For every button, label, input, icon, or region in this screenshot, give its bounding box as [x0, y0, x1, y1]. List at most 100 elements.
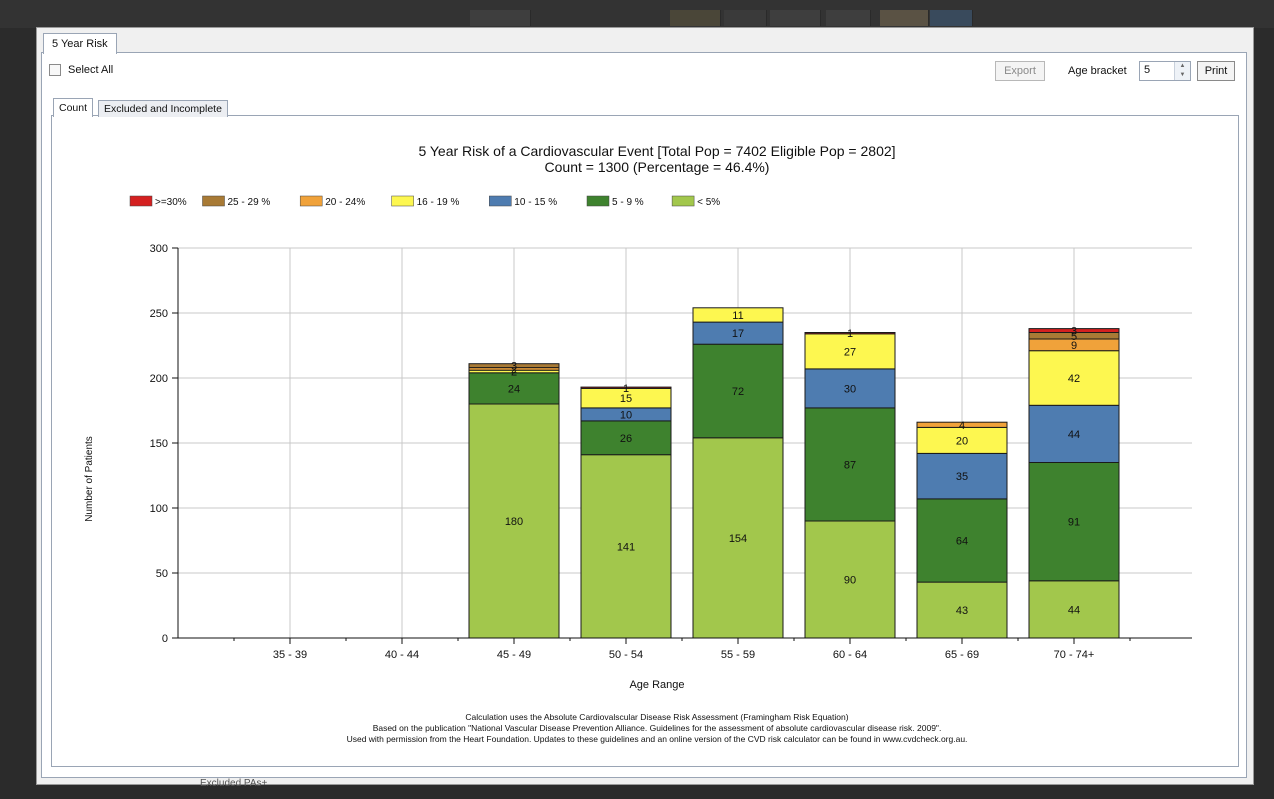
bar-segment	[1028, 350, 1120, 406]
age-bracket-stepper[interactable]: 5 ▲ ▼	[1139, 61, 1191, 81]
footnote-3: Used with permission from the Heart Foun…	[347, 734, 968, 744]
x-tick-label: 55 - 59	[721, 649, 755, 661]
x-tick-label: 50 - 54	[609, 649, 643, 661]
bar-segment	[468, 372, 560, 405]
y-tick-label: 200	[150, 373, 168, 385]
legend-swatch	[489, 195, 512, 207]
stacked-bar-chart: 5 Year Risk of a Cardiovascular Event [T…	[84, 143, 1192, 744]
bar-data-label: 44	[1068, 604, 1080, 616]
legend-entry: 10 - 15 %	[514, 197, 557, 208]
y-tick-label: 150	[150, 438, 168, 450]
bar-data-label: 26	[620, 433, 632, 445]
export-button[interactable]: Export	[995, 61, 1045, 81]
five-year-risk-window: 5 Year Risk Select All Export Age bracke…	[36, 27, 1254, 785]
footnote-2: Based on the publication "National Vascu…	[373, 723, 942, 733]
bar-data-label: 2	[511, 364, 517, 376]
chart-subtitle: Count = 1300 (Percentage = 46.4%)	[545, 159, 770, 175]
y-tick-label: 300	[150, 243, 168, 255]
bar-data-label: 1	[623, 383, 629, 395]
bar-data-label: 154	[729, 533, 747, 545]
bar-data-label: 17	[732, 328, 744, 340]
bar-data-label: 1	[847, 328, 853, 340]
bar-data-label: 20	[956, 435, 968, 447]
legend-swatch	[202, 195, 225, 207]
bar-segment	[1028, 404, 1120, 463]
legend-entry: 16 - 19 %	[417, 197, 460, 208]
y-tick-label: 0	[162, 633, 168, 645]
bar-data-label: 180	[505, 516, 523, 528]
chart-legend: >=30% 25 - 29 % 20 - 24% 16 - 19 % 10 - 15 %…	[129, 195, 720, 208]
legend-swatch	[671, 195, 695, 207]
chart-title: 5 Year Risk of a Cardiovascular Event [T…	[418, 143, 895, 159]
legend-entry: >=30%	[155, 197, 187, 208]
bar-data-label: 5	[1071, 331, 1077, 343]
tab-excluded-incomplete[interactable]: Excluded and Incomplete	[98, 100, 228, 117]
legend-entry: 25 - 29 %	[228, 197, 271, 208]
x-axis-label: Age Range	[629, 679, 684, 691]
bar-data-label: 24	[508, 383, 520, 395]
legend-swatch	[129, 195, 153, 207]
x-tick-label: 35 - 39	[273, 649, 307, 661]
select-all-checkbox[interactable]	[49, 64, 61, 76]
bar-segment	[804, 368, 896, 409]
bar-segment	[1028, 462, 1120, 582]
x-tick-label: 65 - 69	[945, 649, 979, 661]
bar-segment	[1028, 580, 1120, 639]
y-axis-label: Number of Patients	[84, 436, 95, 522]
bar-segment	[580, 386, 672, 389]
y-tick-label: 50	[156, 568, 168, 580]
bar-data-label: 15	[620, 393, 632, 405]
x-tick-label: 45 - 49	[497, 649, 531, 661]
bar-data-label: 141	[617, 541, 635, 553]
bar-data-label: 10	[620, 409, 632, 421]
background-window-strip	[0, 0, 1274, 28]
print-button[interactable]: Print	[1197, 61, 1235, 81]
legend-entry: < 5%	[697, 197, 720, 208]
bar-segment	[468, 363, 560, 369]
legend-entry: 20 - 24%	[325, 197, 365, 208]
bar-segment	[692, 307, 784, 323]
age-bracket-label: Age bracket	[1068, 65, 1127, 77]
footnote-1: Calculation uses the Absolute Cardiovals…	[465, 712, 848, 722]
bar-data-label: 3	[1071, 326, 1077, 338]
y-tick-label: 100	[150, 503, 168, 515]
background-text: Excluded PAs+	[200, 778, 268, 789]
tab-count[interactable]: Count	[53, 98, 94, 117]
legend-swatch	[391, 195, 414, 207]
legend-entry: 5 - 9 %	[612, 197, 644, 208]
bar-segment	[804, 407, 896, 522]
chart-bars: 1802422314126101511547217119087302714364…	[468, 307, 1120, 639]
chart-panel: 5 Year Risk of a Cardiovascular Event [T…	[51, 115, 1239, 767]
tab-5-year-risk[interactable]: 5 Year Risk	[43, 33, 117, 54]
bar-segment	[916, 426, 1008, 454]
bar-segment	[804, 332, 896, 335]
select-all-label: Select All	[68, 64, 114, 76]
bar-segment	[916, 581, 1008, 639]
legend-swatch	[586, 195, 610, 207]
y-tick-label: 250	[150, 308, 168, 320]
bar-data-label: 4	[959, 420, 965, 432]
bar-data-label: 30	[844, 383, 856, 395]
x-tick-label: 60 - 64	[833, 649, 867, 661]
bar-data-label: 2	[511, 367, 517, 379]
bar-segment	[1028, 328, 1120, 334]
bar-data-label: 9	[1071, 340, 1077, 352]
stepper-arrows-icon[interactable]: ▲ ▼	[1174, 62, 1190, 80]
bar-data-label: 91	[1068, 517, 1080, 529]
chart-axes: 0 50 100 150 200 250 300 35 - 39 40 - 44 45 - 49 5…	[150, 243, 1192, 661]
bar-segment	[916, 452, 1008, 500]
bar-data-label: 90	[844, 575, 856, 587]
bar-segment	[804, 333, 896, 370]
bar-segment	[692, 343, 784, 439]
bar-data-label: 72	[732, 386, 744, 398]
select-all-control[interactable]: Select All	[49, 64, 113, 76]
legend-swatch	[299, 195, 323, 207]
bar-data-label: 35	[956, 471, 968, 483]
bar-segment	[804, 520, 896, 639]
x-tick-label: 70 - 74+	[1054, 649, 1095, 661]
bar-data-label: 64	[956, 536, 968, 548]
bar-data-label: 3	[511, 361, 517, 373]
bar-segment	[468, 403, 560, 639]
bar-data-label: 44	[1068, 429, 1080, 441]
x-tick-label: 40 - 44	[385, 649, 419, 661]
